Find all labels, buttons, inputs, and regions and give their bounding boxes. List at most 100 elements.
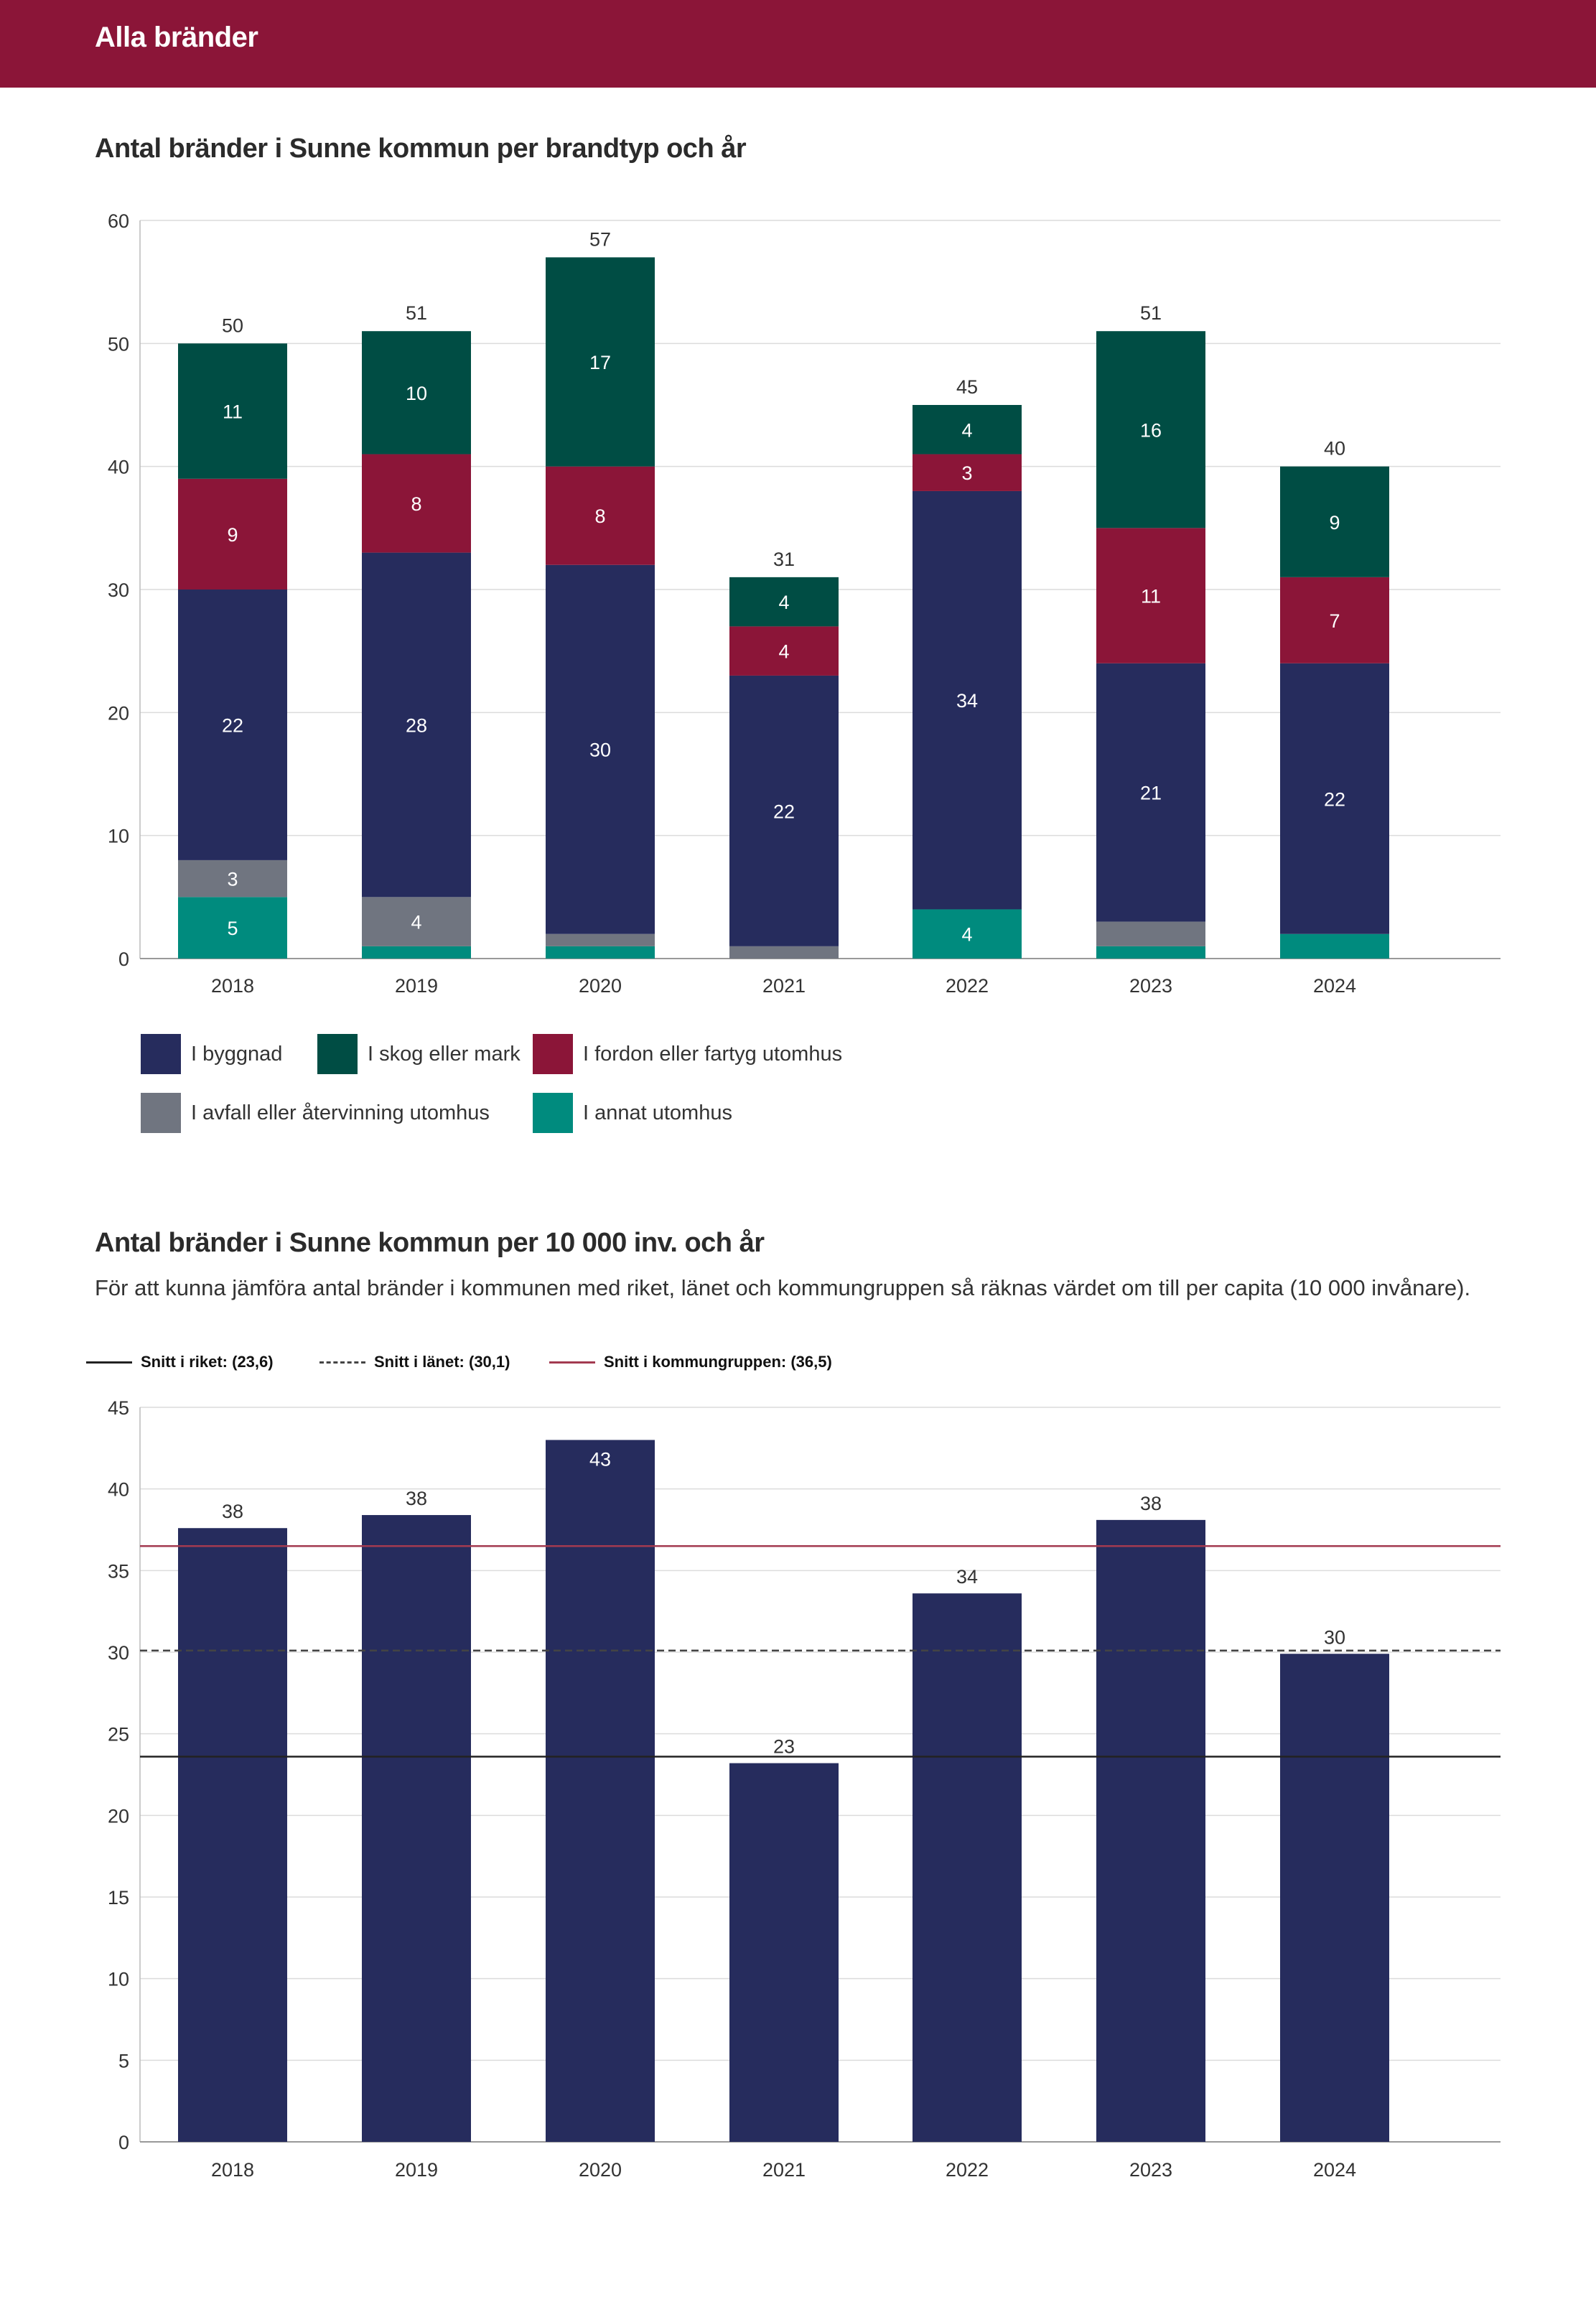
legend-item-annat: I annat utomhus [533,1093,732,1133]
data-label: 4 [778,592,789,613]
x-tick-label: 2023 [1129,2159,1172,2181]
x-tick-label: 2018 [211,2159,254,2181]
y-tick-label: 35 [108,1560,129,1582]
data-label: 28 [406,714,427,736]
total-label: 31 [773,549,795,570]
data-label: 30 [1324,1626,1345,1648]
bar-segment-annat [178,897,287,959]
legend-item-avfall: I avfall eller återvinning utomhus [141,1093,490,1133]
x-tick-label: 2024 [1313,2159,1356,2181]
legend-item-byggnad: I byggnad [141,1034,282,1074]
x-tick-label: 2020 [579,2159,622,2181]
legend-swatch [141,1093,181,1133]
bar-segment-fordon [913,454,1022,491]
legend-label: I byggnad [191,1042,283,1066]
chart2-line-legend: Snitt i riket: (23,6) Snitt i länet: (30,… [0,1353,1596,1374]
bar-segment-byggnad [913,490,1022,910]
total-label: 45 [956,376,978,398]
chart1-legend: I byggnad I skog eller mark I fordon eller… [0,1034,1596,1142]
bar-segment-annat [362,946,471,959]
data-label: 38 [406,1488,427,1509]
data-label: 11 [223,401,243,423]
total-label: 40 [1324,438,1345,460]
x-tick-label: 2024 [1313,975,1356,997]
bar-segment-annat [1096,946,1205,959]
legend-item-fordon: I fordon eller fartyg utomhus [533,1034,842,1074]
bar-segment-avfall [1096,921,1205,946]
bar-segment-skog [1280,466,1389,577]
legend-item-skog: I skog eller mark [317,1034,521,1074]
bar-segment-annat [1280,933,1389,959]
legend-swatch [141,1034,181,1074]
y-tick-label: 0 [118,949,129,970]
y-tick-label: 30 [108,579,129,601]
line-legend-item-lanet: Snitt i länet: (30,1) [319,1353,510,1371]
bar-segment-skog [729,577,839,627]
bar [546,1440,655,2142]
legend-label: I fordon eller fartyg utomhus [583,1042,843,1066]
data-label: 4 [411,912,421,933]
y-tick-label: 45 [108,1397,129,1419]
bar [1280,1654,1389,2142]
y-tick-label: 60 [108,210,129,232]
legend-swatch [533,1034,573,1074]
bar [729,1763,839,2142]
x-tick-label: 2019 [395,975,438,997]
x-tick-label: 2022 [946,975,989,997]
bar-segment-annat [546,946,655,959]
x-tick-label: 2022 [946,2159,989,2181]
bar-segment-skog [913,405,1022,455]
y-tick-label: 5 [118,2050,129,2071]
line-legend-item-kommungrupp: Snitt i kommungruppen: (36,5) [549,1353,832,1371]
data-label: 9 [227,524,238,546]
bar-segment-avfall [178,859,287,898]
line-legend-swatch [86,1361,132,1364]
bar-segment-fordon [1096,528,1205,663]
line-legend-swatch [549,1361,595,1364]
y-tick-label: 20 [108,1805,129,1827]
data-label: 22 [1324,788,1345,810]
chart1-title: Antal bränder i Sunne kommun per brandty… [95,134,747,164]
total-label: 51 [1140,302,1162,324]
chart2-subtitle: För att kunna jämföra antal bränder i ko… [95,1275,1471,1300]
y-tick-label: 40 [108,1479,129,1501]
chart2-title: Antal bränder i Sunne kommun per 10 000 … [95,1228,765,1258]
bar-segment-avfall [362,897,471,946]
bar-segment-fordon [362,454,471,553]
legend-label: I avfall eller återvinning utomhus [191,1101,490,1124]
bar [362,1515,471,2142]
line-legend-label: Snitt i riket: (23,6) [141,1353,274,1371]
data-label: 3 [961,462,972,484]
data-label: 10 [406,383,427,404]
legend-label: I annat utomhus [583,1101,732,1124]
legend-swatch [317,1034,358,1074]
per-capita-bar-chart: 0 5 10 15 20 25 30 35 40 45 38 2018 38 2019 43 2020 23 20… [108,1397,1501,2181]
bar-segment-skog [178,343,287,479]
data-label: 38 [1140,1493,1162,1514]
bar-segment-skog [1096,331,1205,528]
data-label: 22 [773,801,795,822]
legend-swatch [533,1093,573,1133]
legend-label: I skog eller mark [368,1042,521,1066]
data-label: 34 [956,1566,978,1588]
data-label: 43 [589,1448,611,1470]
data-label: 30 [589,740,611,761]
line-legend-swatch [319,1361,365,1364]
bar-segment-byggnad [1096,663,1205,922]
y-tick-label: 50 [108,333,129,355]
x-tick-label: 2019 [395,2159,438,2181]
bar [1096,1519,1205,2142]
data-label: 9 [1329,512,1340,533]
data-label: 38 [222,1501,243,1522]
bar-segment-fordon [729,626,839,676]
x-tick-label: 2020 [579,975,622,997]
line-legend-label: Snitt i länet: (30,1) [374,1353,510,1371]
y-tick-label: 20 [108,702,129,724]
data-label: 8 [594,505,605,527]
bar-segment-byggnad [729,675,839,946]
x-tick-label: 2021 [762,975,806,997]
x-tick-label: 2018 [211,975,254,997]
bar-segment-fordon [1280,577,1389,663]
bar [178,1528,287,2142]
data-label: 17 [589,352,611,373]
